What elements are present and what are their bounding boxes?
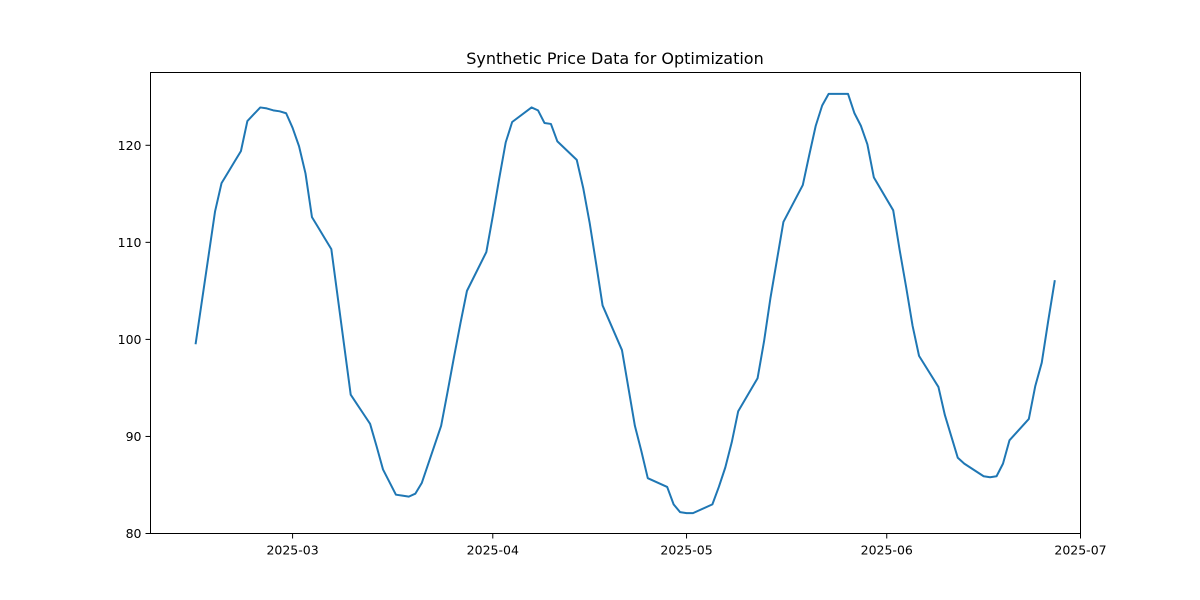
y-tick-label: 120 (118, 138, 142, 153)
chart-title: Synthetic Price Data for Optimization (466, 49, 763, 68)
x-tick-label: 2025-03 (266, 543, 318, 558)
x-tick-label: 2025-05 (660, 543, 712, 558)
x-tick-label: 2025-04 (467, 543, 519, 558)
y-tick-label: 90 (126, 429, 142, 444)
x-axis: 2025-03 2025-04 2025-05 2025-06 2025-07 (266, 533, 1107, 558)
y-tick-label: 80 (126, 526, 142, 541)
y-tick-label: 100 (118, 332, 142, 347)
plot-frame (150, 72, 1081, 534)
x-tick-label: 2025-07 (1054, 543, 1106, 558)
y-axis: 80 90 100 110 120 (118, 138, 151, 541)
y-tick-label: 110 (118, 235, 142, 250)
series-layer (194, 92, 1056, 515)
price-line-series-0 (194, 92, 1056, 515)
x-tick-label: 2025-06 (861, 543, 913, 558)
